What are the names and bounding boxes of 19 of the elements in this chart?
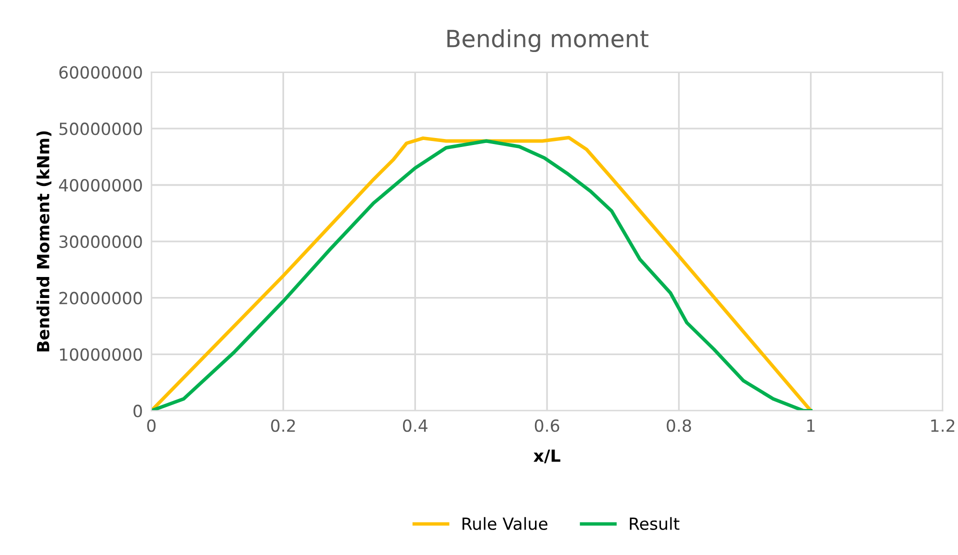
legend-label: Rule Value (462, 517, 548, 530)
y-tick-label: 0 (134, 404, 142, 418)
y-tick-label: 30000000 (59, 235, 142, 248)
x-tick-label: 1.2 (931, 419, 954, 432)
y-tick-label: 20000000 (59, 292, 142, 304)
chart-title: Bending moment (447, 29, 648, 52)
x-tick-label: 0 (147, 419, 156, 432)
x-axis-title: x/L (534, 450, 560, 464)
x-tick-label: 0.6 (534, 419, 560, 432)
y-tick-label: 60000000 (59, 66, 142, 79)
x-tick-label: 0.4 (402, 419, 428, 432)
x-tick-label: 0.2 (271, 419, 295, 432)
legend-label: Result (630, 517, 680, 530)
x-tick-label: 0.8 (666, 419, 692, 432)
y-tick-label: 50000000 (59, 122, 142, 136)
x-tick-label: 1 (807, 420, 815, 432)
y-axis-title: Bendind Moment (kNm) (36, 131, 52, 352)
y-tick-label: 40000000 (59, 178, 142, 192)
y-tick-label: 10000000 (60, 348, 142, 361)
